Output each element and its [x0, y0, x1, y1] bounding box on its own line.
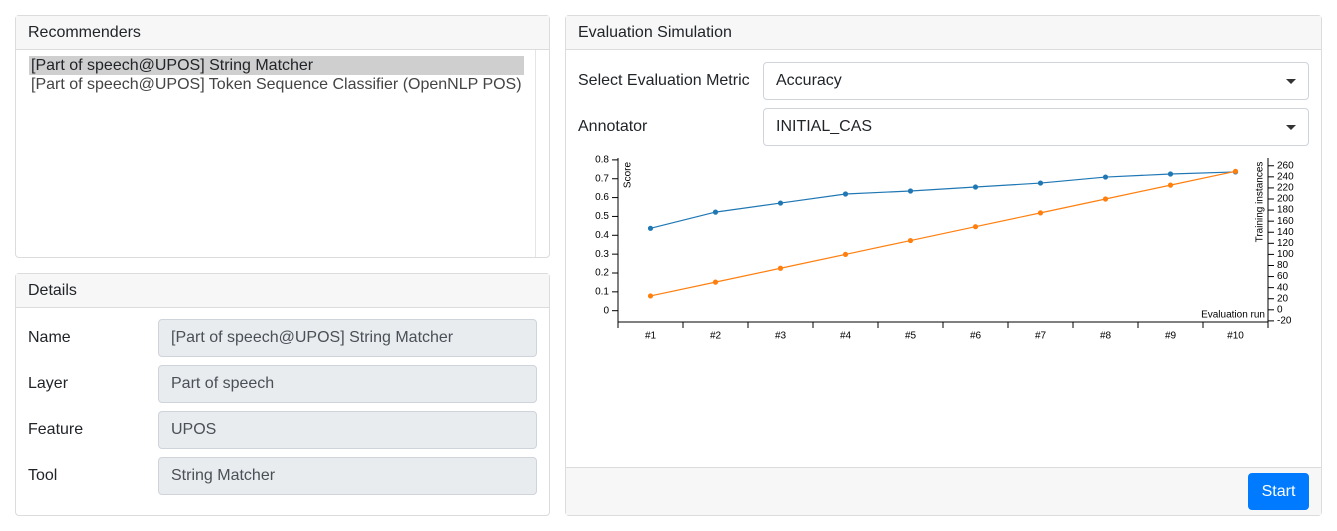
y2-tick-label: 260 [1277, 160, 1294, 171]
y-tick-label: 0.8 [595, 155, 609, 166]
point [712, 209, 719, 215]
point [972, 184, 979, 190]
y2-tick-label: 100 [1277, 249, 1294, 260]
card-footer: Start [566, 467, 1321, 515]
y-tick-label: 0.4 [595, 230, 609, 241]
y2-tick-label: 220 [1277, 183, 1294, 194]
annotator-select[interactable]: INITIAL_CAS [763, 108, 1309, 146]
y2-tick-label: 20 [1277, 293, 1289, 304]
list-item[interactable]: [Part of speech@UPOS] Token Sequence Cla… [31, 76, 522, 93]
y-tick-label: 0 [603, 305, 609, 316]
x-tick-label: #9 [1165, 331, 1177, 342]
x-tick-label: #7 [1035, 331, 1047, 342]
point [1167, 171, 1174, 177]
select-value: Accuracy [776, 72, 842, 89]
field-input: Part of speech [158, 365, 537, 403]
point [1167, 182, 1174, 188]
field-label: Feature [28, 421, 84, 438]
y2-tick-label: 180 [1277, 205, 1294, 216]
x-tick-label: #3 [775, 331, 787, 342]
x-tick-label: #2 [710, 331, 722, 342]
x-tick-label: #8 [1100, 331, 1112, 342]
start-button[interactable]: Start [1248, 473, 1309, 510]
point [1102, 196, 1109, 202]
x-tick-label: #5 [905, 331, 917, 342]
metric-select[interactable]: Accuracy [763, 62, 1309, 100]
y-axis-label: Score [623, 162, 634, 189]
x-axis-label: Evaluation run [1201, 310, 1265, 321]
y-tick-label: 0.5 [595, 211, 609, 222]
chart: 00.10.20.30.40.50.60.70.8-20020406080100… [595, 155, 1294, 342]
field-label: Layer [28, 375, 69, 392]
y2-axis-label: Training instances [1255, 162, 1266, 243]
recommenders-card: Recommenders [Part of speech@UPOS] Strin… [15, 15, 550, 258]
x-tick-label: #4 [840, 331, 852, 342]
field-input: [Part of speech@UPOS] String Matcher [158, 319, 537, 357]
field-input: String Matcher [158, 457, 537, 495]
list: [Part of speech@UPOS] String Matcher [Pa… [16, 50, 536, 257]
point [842, 191, 849, 197]
x-tick-label: #10 [1227, 331, 1244, 342]
y2-tick-label: 160 [1277, 216, 1294, 227]
details-card: Details Name [Part of speech@UPOS] String… [15, 273, 550, 516]
card-header: Evaluation Simulation [566, 16, 1321, 50]
y-tick-label: 0.6 [595, 192, 609, 203]
select-value: INITIAL_CAS [776, 118, 873, 135]
point [1037, 210, 1044, 216]
y2-tick-label: -20 [1277, 316, 1292, 327]
y-tick-label: 0.3 [595, 249, 609, 260]
field-label: Name [28, 329, 71, 346]
y2-tick-label: 80 [1277, 260, 1289, 271]
label: Annotator [578, 118, 648, 135]
caret [1286, 79, 1296, 84]
point [1102, 174, 1109, 180]
y-tick-label: 0.7 [595, 173, 609, 184]
evaluation-card: Evaluation Simulation Select Evaluation … [565, 15, 1322, 516]
y2-tick-label: 40 [1277, 282, 1289, 293]
label: Select Evaluation Metric [578, 72, 750, 89]
point [972, 224, 979, 230]
x-tick-label: #1 [645, 331, 657, 342]
y2-tick-label: 200 [1277, 194, 1294, 205]
caret [1286, 125, 1296, 130]
y-tick-label: 0.1 [595, 286, 609, 297]
point [777, 200, 784, 206]
point [842, 251, 849, 258]
field-input: UPOS [158, 411, 537, 449]
x-tick-label: #6 [970, 331, 982, 342]
y2-tick-label: 240 [1277, 171, 1294, 182]
series-line [650, 170, 1236, 297]
point [907, 237, 914, 244]
point [1232, 168, 1239, 174]
point [647, 293, 654, 299]
point [647, 225, 654, 231]
field-label: Tool [28, 467, 58, 484]
card-header: Details [16, 274, 549, 308]
point [907, 188, 914, 194]
y2-tick-label: 60 [1277, 271, 1289, 282]
series-line [650, 171, 1236, 229]
y2-tick-label: 0 [1277, 304, 1283, 315]
y2-tick-label: 120 [1277, 238, 1294, 249]
card-header: Recommenders [16, 16, 549, 50]
point [777, 265, 784, 271]
point [712, 279, 719, 285]
point [1037, 180, 1044, 186]
y2-tick-label: 140 [1277, 227, 1294, 238]
list-item[interactable]: [Part of speech@UPOS] String Matcher [29, 56, 524, 75]
y-tick-label: 0.2 [595, 268, 609, 279]
